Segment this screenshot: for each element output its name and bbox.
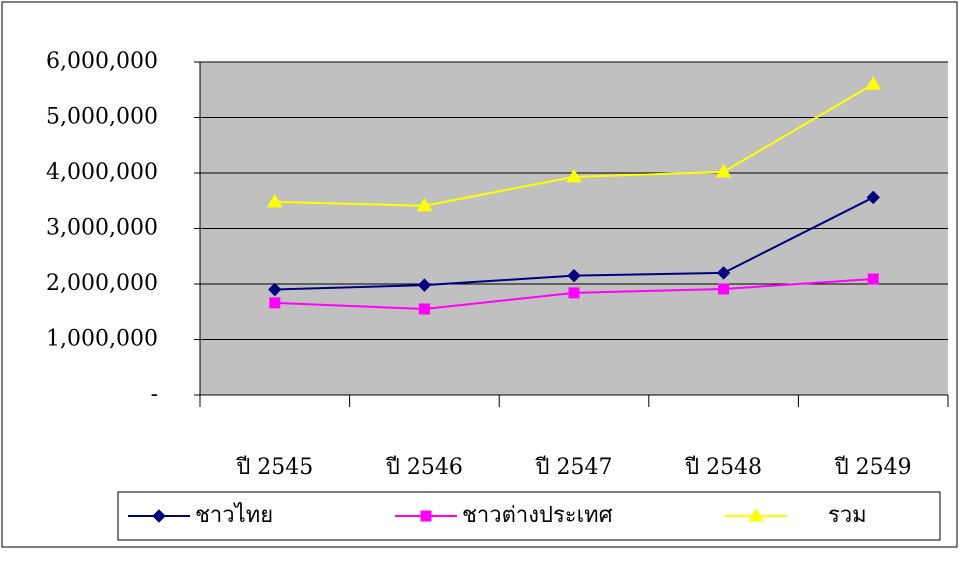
y-tick-label: 1,000,000 bbox=[46, 327, 158, 352]
y-tick-label: 6,000,000 bbox=[46, 49, 158, 74]
marker bbox=[718, 283, 730, 295]
marker bbox=[416, 197, 433, 212]
marker bbox=[152, 509, 166, 523]
y-tick-label: 2,000,000 bbox=[46, 271, 158, 296]
x-tick-label: ปี 2546 bbox=[385, 455, 463, 480]
y-tick-label: - bbox=[151, 382, 158, 407]
y-tick-label: 3,000,000 bbox=[46, 216, 158, 241]
marker bbox=[568, 287, 580, 299]
legend-box bbox=[117, 491, 941, 541]
marker bbox=[866, 190, 880, 205]
marker bbox=[269, 297, 281, 309]
marker bbox=[567, 268, 581, 283]
marker bbox=[417, 278, 432, 292]
marker bbox=[867, 273, 879, 285]
x-tick-label: ปี 2548 bbox=[684, 455, 762, 480]
legend-label: รวม bbox=[828, 503, 867, 528]
marker bbox=[268, 282, 282, 297]
marker bbox=[566, 168, 582, 183]
legend-label: ชาวต่างประเทศ bbox=[462, 503, 613, 528]
marker bbox=[420, 510, 432, 522]
marker bbox=[716, 266, 731, 280]
legend-label: ชาวไทย bbox=[195, 502, 273, 528]
y-tick-label: 4,000,000 bbox=[46, 160, 158, 185]
marker bbox=[748, 508, 764, 522]
x-tick-label: ปี 2547 bbox=[534, 455, 612, 480]
marker bbox=[418, 303, 430, 315]
x-tick-label: ปี 2549 bbox=[834, 455, 912, 480]
marker bbox=[266, 193, 283, 208]
y-tick-label: 5,000,000 bbox=[46, 105, 158, 130]
x-tick-label: ปี 2545 bbox=[235, 455, 313, 480]
marker bbox=[865, 76, 882, 90]
marker bbox=[715, 163, 732, 178]
